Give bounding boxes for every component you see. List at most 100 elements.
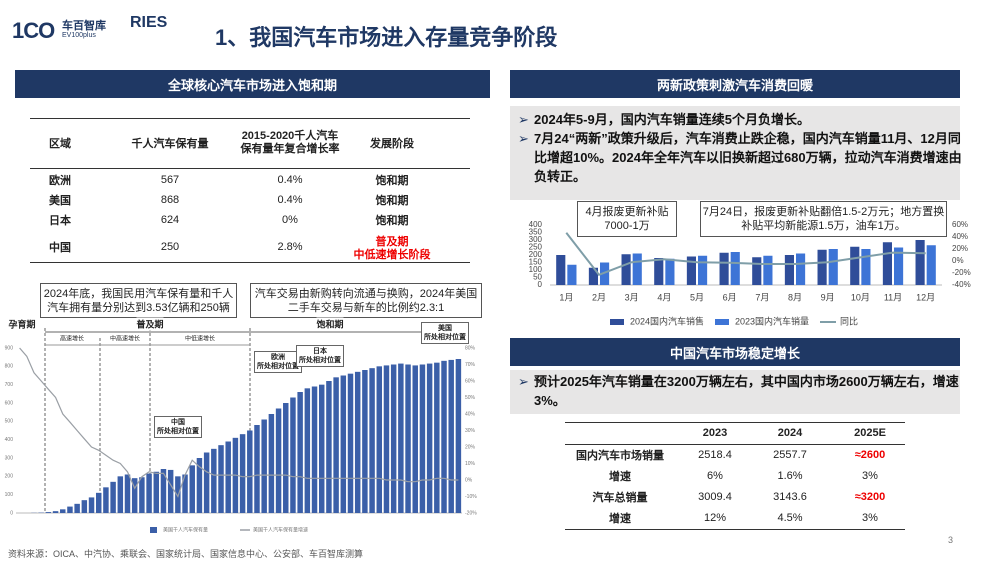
- growth-line: [19, 347, 459, 498]
- marker-line: 美国: [438, 325, 452, 332]
- bar: [369, 368, 375, 513]
- bar: [632, 253, 642, 285]
- y-tick-label: 400: [5, 437, 14, 443]
- section-title: 中国汽车市场稳定增长: [510, 338, 960, 366]
- bar: [175, 476, 181, 513]
- bar: [390, 364, 397, 513]
- bar: [81, 500, 88, 513]
- bar: [894, 247, 904, 285]
- stage-cell: 普及期: [375, 235, 409, 248]
- bar: [600, 262, 610, 285]
- bar: [915, 240, 925, 285]
- table-cell: 2557.7: [773, 449, 807, 461]
- table-cell: 2.8%: [277, 241, 303, 253]
- stage-label: 中高速增长: [109, 333, 141, 343]
- table-cell: 中国: [49, 242, 71, 254]
- bar: [239, 434, 246, 513]
- y2-tick-label: -20%: [465, 510, 477, 516]
- marker-line: 所处相对位置: [299, 357, 341, 364]
- bar: [261, 419, 267, 513]
- table-cell: 6%: [707, 470, 723, 482]
- marker-line: 中国: [171, 419, 185, 426]
- bar: [196, 458, 203, 513]
- brand-sub: EV100plus: [62, 32, 96, 39]
- bar: [247, 430, 253, 513]
- column-header: 区域: [49, 138, 71, 150]
- bar: [588, 267, 598, 285]
- bar: [103, 487, 109, 513]
- bar: [448, 359, 454, 513]
- y2-tick-label: 30%: [465, 428, 476, 434]
- bar: [383, 365, 390, 513]
- table-rule: [30, 118, 470, 119]
- y-tick-label: 700: [5, 382, 14, 388]
- table-cell: 美国: [49, 195, 71, 207]
- y-tick-label: 100: [5, 492, 14, 498]
- slide-title: 1、我国汽车市场进入存量竞争阶段: [215, 25, 558, 50]
- bar: [67, 506, 73, 513]
- callout: 2024年底，我国民用汽车保有量和千人汽车拥有量分别达到3.53亿辆和250辆: [40, 283, 237, 318]
- yoy-line: [565, 232, 926, 277]
- table-cell: 250: [160, 241, 180, 253]
- x-tick-label: 4月: [657, 292, 671, 302]
- brand-name: 车百智库: [62, 20, 106, 32]
- bar: [203, 452, 210, 513]
- y2-tick-label: 0%: [952, 256, 964, 265]
- stage-cell: 饱和期: [375, 215, 409, 227]
- table-cell: 1.6%: [777, 470, 803, 482]
- bar: [326, 381, 332, 513]
- bar: [455, 359, 462, 513]
- bar: [110, 481, 116, 513]
- bar: [882, 242, 892, 285]
- y-tick-label: 200: [5, 474, 14, 480]
- table-cell: 0.4%: [277, 174, 303, 186]
- legend-label: 同比: [840, 315, 858, 326]
- bullet-panel: 预计2025年汽车销量在3200万辆左右，其中国内市场2600万辆左右，增速3%…: [510, 370, 960, 414]
- bullet-panel: 2024年5-9月，国内汽车销量连续5个月负增长。 7月24“两新”政策升级后，…: [510, 106, 962, 200]
- logo-mark: 1CO: [12, 18, 55, 43]
- table-cell: 欧洲: [49, 175, 71, 187]
- bar: [441, 360, 447, 513]
- bar: [412, 365, 418, 513]
- bar: [297, 392, 303, 513]
- bar: [556, 255, 566, 285]
- marker-line: 所处相对位置: [257, 363, 299, 370]
- x-tick-label: 12月: [916, 292, 935, 302]
- x-tick-label: 9月: [821, 292, 835, 302]
- bar: [850, 246, 860, 285]
- y2-tick-label: 60%: [952, 220, 968, 229]
- bar: [686, 256, 696, 285]
- bar: [146, 473, 152, 513]
- legend-swatch: [715, 319, 729, 325]
- bar: [763, 255, 773, 285]
- position-marker: 美国 所处相对位置: [421, 322, 469, 344]
- table-cell: 12%: [703, 512, 727, 524]
- y-tick-label: 500: [5, 419, 14, 425]
- phase-label: 普及期: [136, 317, 164, 331]
- table-cell: 汽车总销量: [592, 492, 648, 504]
- bar: [419, 364, 426, 513]
- bar: [828, 249, 838, 285]
- table-cell: 增速: [609, 471, 631, 483]
- y-tick-label: 100: [529, 265, 543, 274]
- y-tick-label: 200: [529, 250, 543, 259]
- table-cell: 0.4%: [277, 194, 303, 206]
- table-cell: ≈3200: [854, 491, 886, 503]
- bar: [719, 252, 729, 285]
- x-tick-label: 2月: [592, 292, 606, 302]
- table-cell: 2518.4: [698, 449, 732, 461]
- legend-swatch: [150, 527, 157, 533]
- y2-tick-label: 60%: [465, 378, 476, 384]
- x-tick-label: 8月: [788, 292, 802, 302]
- y-tick-label: 900: [5, 345, 14, 351]
- bar: [60, 509, 66, 513]
- bar: [654, 258, 664, 285]
- marker-line: 日本: [313, 348, 327, 355]
- y-tick-label: 250: [529, 243, 543, 252]
- bar: [784, 255, 794, 285]
- bar: [167, 469, 174, 513]
- bar: [153, 471, 160, 513]
- y2-tick-label: 70%: [465, 362, 476, 368]
- column-header: 2024: [777, 427, 803, 439]
